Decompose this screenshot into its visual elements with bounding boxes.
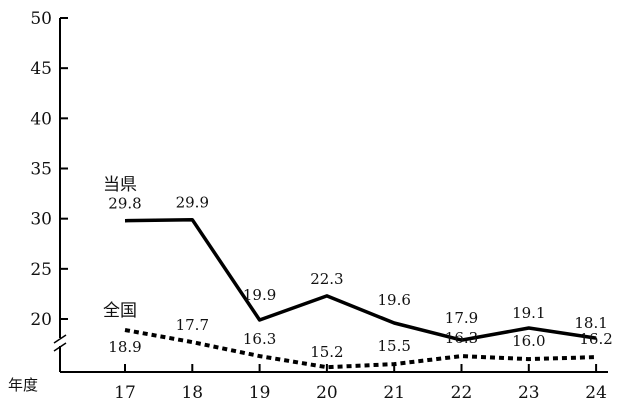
y-tick-label: 30 bbox=[30, 210, 52, 230]
data-label-prefecture: 19.9 bbox=[243, 286, 276, 304]
data-label-national: 17.7 bbox=[176, 316, 209, 334]
y-tick-label: 40 bbox=[30, 109, 52, 129]
series-layer bbox=[124, 217, 597, 370]
x-tick-label: 20 bbox=[316, 383, 338, 403]
y-axis: 20 25 30 35 40 45 50 bbox=[30, 9, 68, 372]
y-tick-label: 20 bbox=[30, 310, 52, 330]
series-line-prefecture bbox=[124, 217, 597, 342]
x-axis-title: 年度 bbox=[8, 376, 38, 394]
y-tick-label: 35 bbox=[30, 160, 52, 180]
x-tick-label: 23 bbox=[518, 383, 540, 403]
data-label-national: 18.9 bbox=[108, 338, 141, 356]
x-tick-label: 21 bbox=[383, 383, 405, 403]
x-tick-label: 24 bbox=[585, 383, 607, 403]
series-line-national bbox=[124, 328, 597, 370]
data-label-national: 15.2 bbox=[310, 343, 343, 361]
y-tick-label: 50 bbox=[30, 9, 52, 29]
data-label-prefecture: 29.8 bbox=[108, 195, 141, 213]
data-label-national: 15.5 bbox=[377, 337, 410, 355]
x-tick-label: 18 bbox=[181, 383, 203, 403]
data-label-national: 16.0 bbox=[512, 332, 545, 350]
series-name-prefecture: 当県 bbox=[103, 175, 137, 195]
data-label-national: 16.3 bbox=[243, 330, 276, 348]
data-label-prefecture: 17.9 bbox=[445, 309, 478, 327]
data-label-national: 16.3 bbox=[445, 329, 478, 347]
axis-break-mark bbox=[53, 342, 67, 352]
data-label-prefecture: 22.3 bbox=[310, 270, 343, 288]
x-tick-label: 19 bbox=[249, 383, 271, 403]
data-label-prefecture: 18.1 bbox=[574, 314, 607, 332]
x-tick-label: 22 bbox=[451, 383, 473, 403]
data-label-prefecture: 19.1 bbox=[512, 304, 545, 322]
y-tick-label: 45 bbox=[30, 59, 52, 79]
data-label-prefecture: 29.9 bbox=[176, 194, 209, 212]
axis-break-mark bbox=[53, 334, 67, 344]
data-label-national: 16.2 bbox=[579, 330, 612, 348]
data-label-prefecture: 19.6 bbox=[377, 291, 410, 309]
x-axis: 17 18 19 20 21 22 23 24 bbox=[60, 364, 608, 403]
series-name-national: 全国 bbox=[103, 301, 137, 321]
y-tick-label: 25 bbox=[30, 260, 52, 280]
x-tick-label: 17 bbox=[114, 383, 136, 403]
